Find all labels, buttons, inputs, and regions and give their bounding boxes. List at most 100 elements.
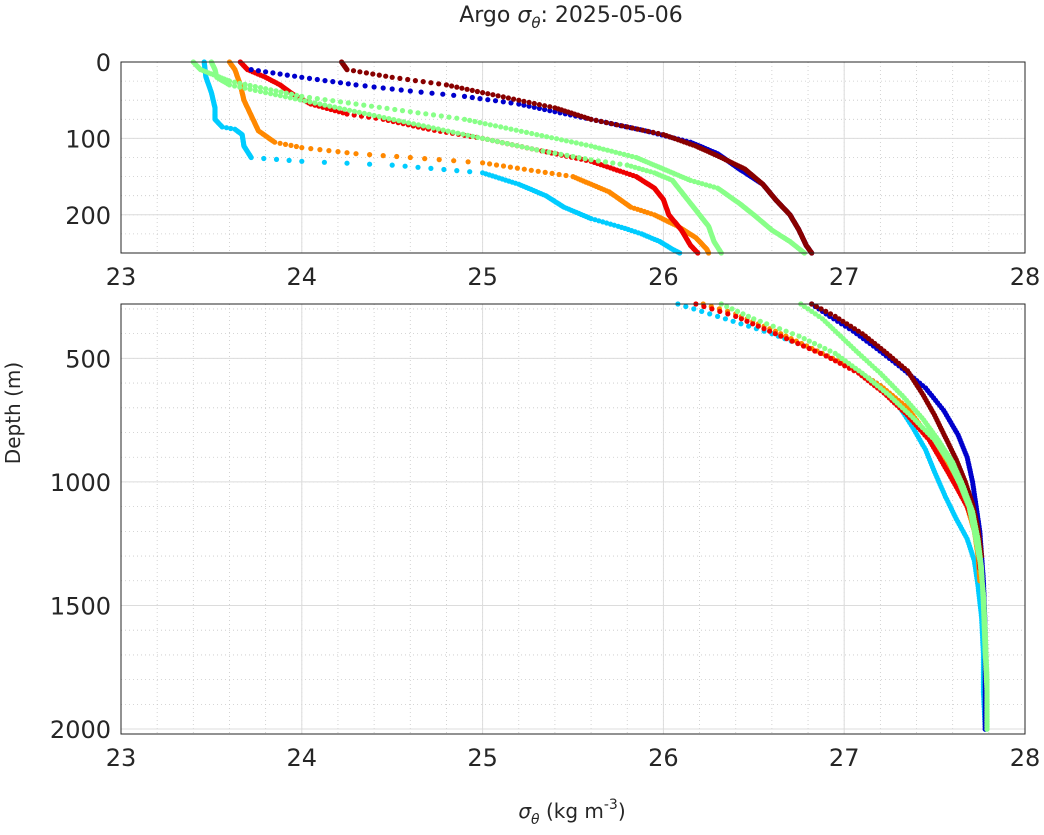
upper-series-3-point bbox=[389, 86, 395, 92]
lower-series-2-point bbox=[837, 360, 843, 366]
upper-series-4-point bbox=[521, 98, 527, 104]
upper-series-6-point bbox=[644, 168, 650, 174]
upper-series-3-point bbox=[440, 91, 446, 97]
lower-data-layer bbox=[675, 301, 990, 732]
upper-series-5-point bbox=[322, 97, 328, 103]
upper-series-5-point bbox=[472, 118, 478, 125]
upper-series-3-point bbox=[263, 69, 269, 75]
upper-series-6-point bbox=[257, 88, 264, 95]
upper-series-5-point bbox=[392, 106, 398, 113]
lower-series-4-point bbox=[832, 313, 838, 319]
upper-series-1-point bbox=[353, 151, 359, 157]
lower-series-2-point bbox=[842, 363, 848, 369]
upper-series-0-point bbox=[402, 163, 408, 169]
lower-series-0-point bbox=[707, 311, 713, 317]
lower-series-6-point bbox=[827, 348, 833, 354]
upper-series-3-point bbox=[277, 71, 283, 77]
upper-series-4-point bbox=[459, 85, 465, 91]
upper-series-5-point bbox=[604, 147, 611, 153]
upper-series-4-point bbox=[428, 80, 434, 86]
upper-series-6-point bbox=[455, 130, 461, 136]
upper-series-3-point bbox=[477, 96, 483, 102]
upper-series-0-point bbox=[596, 218, 602, 224]
upper-series-6-point bbox=[430, 125, 436, 131]
x-axis-label: σθ (kg m-3) bbox=[518, 797, 625, 828]
upper-series-3-point bbox=[418, 89, 424, 95]
upper-series-6-point bbox=[376, 113, 382, 120]
lower-series-4-point bbox=[818, 306, 824, 312]
upper-series-0-point bbox=[600, 219, 606, 225]
upper-series-4-point bbox=[542, 103, 548, 109]
upper-series-5-point bbox=[617, 150, 623, 156]
lower-series-6-point bbox=[822, 345, 828, 352]
lower-series-2-point bbox=[795, 340, 801, 347]
lower-series-2-point bbox=[755, 323, 761, 329]
upper-series-0-point bbox=[367, 161, 373, 167]
upper-series-1-point bbox=[507, 164, 513, 170]
upper-series-3-point bbox=[516, 101, 522, 107]
upper-series-5-point bbox=[629, 153, 635, 160]
lower-series-6-point bbox=[789, 331, 796, 337]
upper-series-4-point bbox=[547, 104, 553, 110]
upper-series-5-point bbox=[247, 82, 253, 89]
upper-series-3-point bbox=[492, 98, 499, 104]
upper-series-5-point bbox=[523, 129, 530, 135]
upper-series-5-point bbox=[257, 85, 264, 91]
upper-series-1-point bbox=[535, 168, 541, 174]
upper-series-3-point bbox=[485, 97, 491, 103]
lower-series-6-point bbox=[751, 316, 757, 322]
upper-plot: 23 24 25 26 27 28 0 100 200 bbox=[65, 49, 1040, 291]
upper-series-3-point bbox=[322, 78, 328, 84]
upper-series-4-point bbox=[383, 73, 389, 79]
upper-series-6-point bbox=[435, 126, 441, 132]
lower-series-6-point bbox=[783, 328, 789, 334]
upper-data-layer bbox=[190, 59, 815, 256]
upper-series-3-point bbox=[536, 105, 543, 111]
upper-series-5-point bbox=[503, 125, 509, 131]
upper-series-0-point bbox=[261, 155, 267, 162]
upper-series-3-point bbox=[398, 87, 404, 93]
upper-series-5-point bbox=[549, 135, 555, 141]
upper-series-4-point bbox=[619, 123, 625, 129]
upper-series-6-point bbox=[322, 102, 328, 108]
upper-series-6-point bbox=[640, 166, 646, 173]
upper-series-6-point bbox=[371, 112, 377, 119]
upper-series-5-point bbox=[438, 113, 444, 119]
upper-series-6-point bbox=[582, 156, 588, 162]
upper-series-6-point bbox=[361, 110, 367, 116]
upper-series-3-point bbox=[270, 70, 276, 76]
lower-series-4-point bbox=[844, 321, 850, 327]
lower-series-6-point bbox=[729, 306, 735, 312]
upper-series-1-point bbox=[563, 172, 569, 179]
lower-tick-labels: 23 24 25 26 27 28 500 1000 1500 2000 bbox=[50, 345, 1040, 772]
lower-series-2-point bbox=[738, 316, 745, 322]
upper-series-5-point bbox=[454, 115, 460, 121]
upper-series-6-point bbox=[381, 115, 387, 121]
upper-series-6-point bbox=[465, 132, 471, 138]
upper-series-5-point bbox=[232, 79, 238, 85]
upper-series-5-point bbox=[376, 104, 382, 110]
lower-series-0-point bbox=[683, 303, 689, 310]
upper-x-tick-label: 24 bbox=[287, 263, 318, 291]
upper-series-5-point bbox=[242, 81, 248, 87]
upper-series-4-point bbox=[469, 87, 475, 93]
upper-series-4-point bbox=[536, 102, 543, 108]
upper-series-4-point bbox=[588, 116, 594, 122]
upper-series-4-point bbox=[655, 130, 661, 137]
upper-series-6-point bbox=[268, 91, 274, 97]
lower-series-2-point bbox=[778, 333, 784, 339]
upper-series-0-point bbox=[223, 125, 230, 131]
upper-x-tick-label: 25 bbox=[467, 263, 498, 291]
upper-series-4-point bbox=[389, 74, 395, 80]
upper-series-4-point bbox=[397, 75, 403, 81]
lower-series-6-point bbox=[757, 318, 763, 324]
lower-y-tick-label: 2000 bbox=[50, 716, 111, 744]
upper-series-5-point bbox=[518, 128, 524, 134]
upper-series-4-point bbox=[531, 100, 537, 107]
lower-series-2-point bbox=[812, 348, 818, 354]
upper-series-5-point bbox=[600, 146, 607, 152]
upper-series-5-point bbox=[361, 102, 367, 108]
upper-series-4-point bbox=[614, 122, 620, 128]
upper-series-5-point bbox=[508, 126, 514, 132]
upper-series-3-point bbox=[314, 76, 320, 83]
